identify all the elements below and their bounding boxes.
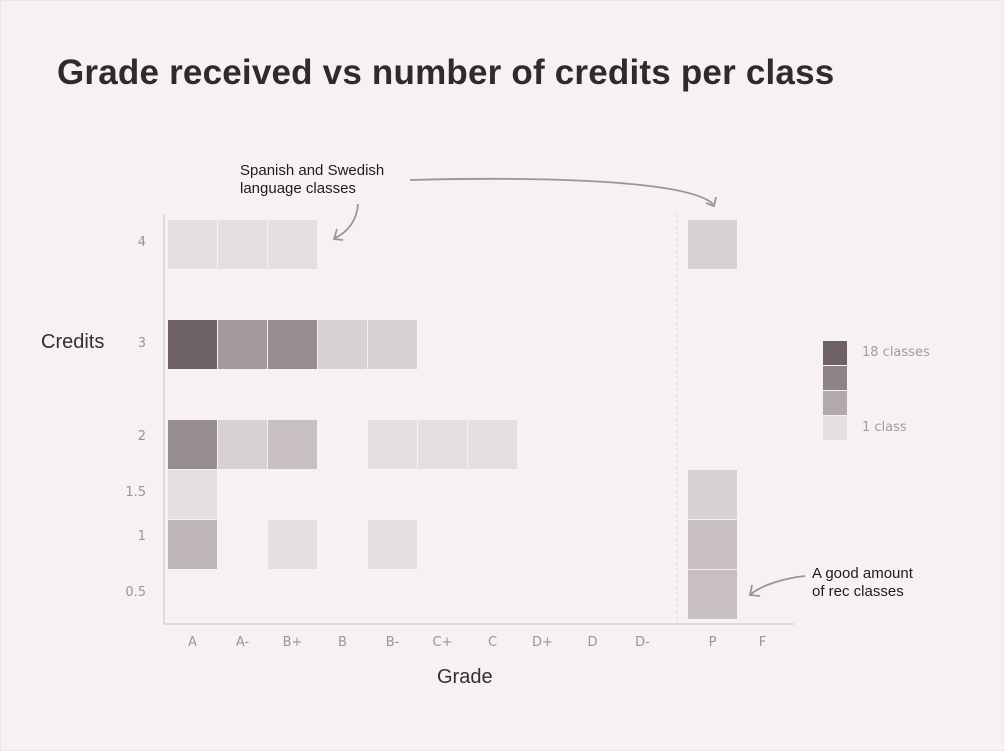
heatmap-cell-B-3 xyxy=(318,320,367,369)
y-tick-label: 1.5 xyxy=(125,485,146,500)
x-tick-label: A xyxy=(188,635,197,650)
annotation-arrowhead-language xyxy=(705,196,717,208)
legend-swatch xyxy=(823,416,847,440)
legend xyxy=(823,341,847,440)
heatmap-cell-P-1 xyxy=(688,520,737,569)
x-tick-labels: A A- B+ B B- C+ C D+ D D- P F xyxy=(188,635,766,650)
heatmap-cell-C-2 xyxy=(468,420,517,469)
annotation-arrows xyxy=(332,177,806,597)
heatmap-cell-C+-2 xyxy=(418,420,467,469)
heatmap-cell-A--2 xyxy=(218,420,267,469)
annotation-rec-classes: A good amount of rec classes xyxy=(812,565,913,601)
heatmap-cell-P-1.5 xyxy=(688,470,737,519)
annotation-language-classes: Spanish and Swedish language classes xyxy=(240,162,384,198)
annotation-rec-line-1: A good amount xyxy=(812,565,913,582)
legend-swatch xyxy=(823,341,847,365)
heatmap-cell-B--2 xyxy=(368,420,417,469)
chart-title: Grade received vs number of credits per … xyxy=(57,53,835,92)
heatmap-cell-A-1.5 xyxy=(168,470,217,519)
annotation-language-line-1: Spanish and Swedish xyxy=(240,162,385,179)
heatmap-cell-A--3 xyxy=(218,320,267,369)
heatmap-cell-B+-1 xyxy=(268,520,317,569)
annotation-arrowhead-rec xyxy=(748,584,761,597)
heatmap-cell-A--4 xyxy=(218,220,267,269)
heatmap-cell-A-2 xyxy=(168,420,217,469)
annotation-rec-line-2: of rec classes xyxy=(812,583,904,600)
x-tick-label: P xyxy=(709,635,717,650)
heatmap-cell-B--1 xyxy=(368,520,417,569)
annotation-arrow-language-2 xyxy=(334,203,359,239)
legend-swatch xyxy=(823,366,847,390)
heatmap-cell-B--3 xyxy=(368,320,417,369)
annotation-arrow-language xyxy=(409,177,714,205)
legend-swatch xyxy=(823,391,847,415)
x-tick-label: F xyxy=(759,635,766,650)
x-tick-label: D+ xyxy=(532,635,553,650)
annotation-arrow-rec xyxy=(750,575,806,595)
heatmap-cell-A-1 xyxy=(168,520,217,569)
y-tick-label: 4 xyxy=(138,235,146,250)
annotation-language-line-2: language classes xyxy=(240,180,356,197)
heatmap-cell-A-4 xyxy=(168,220,217,269)
heatmap-cell-P-0.5 xyxy=(688,570,737,619)
x-tick-label: C+ xyxy=(433,635,453,650)
y-tick-label: 2 xyxy=(138,429,146,444)
y-axis-label: Credits xyxy=(41,331,105,353)
x-tick-label: B- xyxy=(386,635,400,650)
x-tick-label: D- xyxy=(635,635,650,650)
legend-max-label: 18 classes xyxy=(862,345,930,360)
heatmap-cell-B+-3 xyxy=(268,320,317,369)
heatmap-cell-B+-4 xyxy=(268,220,317,269)
x-tick-label: B+ xyxy=(283,635,303,650)
heatmap-cells xyxy=(168,220,737,619)
y-tick-label: 0.5 xyxy=(125,585,146,600)
y-tick-label: 3 xyxy=(138,336,146,351)
x-axis-label: Grade xyxy=(437,666,493,688)
axes xyxy=(163,214,794,625)
heatmap-cell-B+-2 xyxy=(268,420,317,469)
legend-min-label: 1 class xyxy=(862,420,907,435)
heatmap-cell-P-4 xyxy=(688,220,737,269)
y-tick-label: 1 xyxy=(138,529,146,544)
x-tick-label: B xyxy=(338,635,347,650)
x-tick-label: A- xyxy=(236,635,250,650)
y-tick-labels: 4 3 2 1.5 1 0.5 xyxy=(125,235,146,600)
annotation-arrowhead-language-2 xyxy=(332,228,344,241)
heatmap-cell-A-3 xyxy=(168,320,217,369)
x-tick-label: D xyxy=(587,635,597,650)
x-tick-label: C xyxy=(488,635,497,650)
